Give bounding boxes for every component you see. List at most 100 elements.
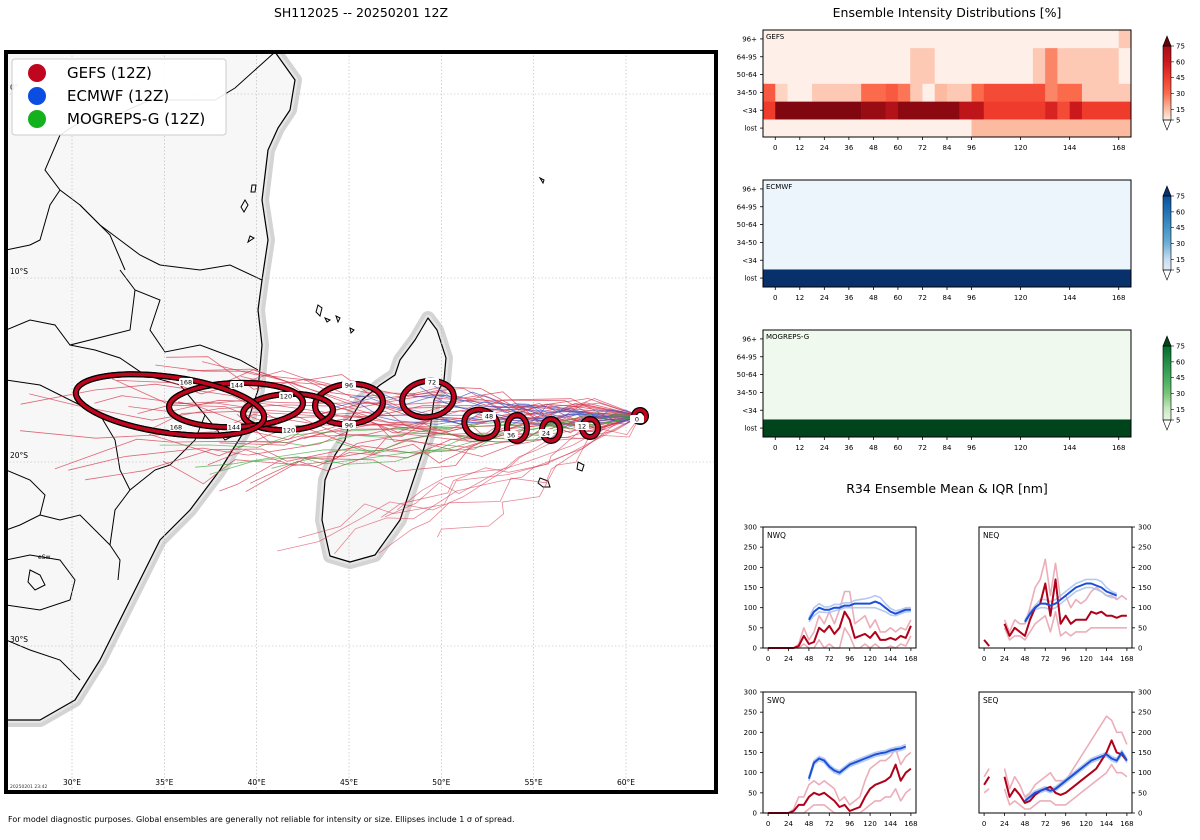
r34-xlabel-1: 24 [1000,820,1009,828]
r34-title: NEQ [983,531,999,540]
r34-xlabel-5: 120 [1079,655,1092,663]
heatmap-cell-36 [763,47,911,66]
colorbar-step-23 [1163,225,1171,228]
heatmap-cell-1 [763,401,1132,420]
r34-series-gefs-iqr-low [983,763,1128,810]
colorbar-step-19 [1163,233,1171,236]
colorbar-label-2: 45 [1176,224,1185,232]
track-ecmwf-5 [349,394,641,417]
colorbar-step-1 [1163,266,1171,269]
colorbar-step-16 [1163,238,1171,241]
track-gefs-south-7 [277,415,641,552]
colorbar-step-6 [1163,257,1171,260]
r34-ylabel-4: 200 [744,564,757,572]
colorbar-step-25 [1163,221,1171,225]
ellipse-label-13: 168 [170,424,182,432]
colorbar-label-2: 45 [1176,374,1185,382]
colorbar-step-27 [1163,368,1171,371]
track-gefs-12 [145,406,641,435]
heatmap-cell-31 [934,65,1034,84]
colorbar-step-18 [1163,84,1171,88]
colorbar-label-0: 75 [1176,43,1185,51]
r34-series-ecmwf-iqr-low [1024,753,1128,804]
colorbar-step-32 [1163,358,1171,362]
r34-series-ecmwf-iqr-high [808,743,907,777]
heatmap-cell-28 [1081,83,1132,102]
heatmap-xlabel-11: 168 [1112,444,1125,452]
colorbar-step-17 [1163,236,1171,239]
legend-box [11,58,227,136]
ellipse-label-bg-11 [227,423,241,431]
heatmap-cell-2 [763,101,776,120]
r34-ylabel-3: 150 [744,584,757,592]
heatmap-xlabel-10: 144 [1063,294,1077,302]
track-ecmwf-1 [428,410,641,426]
ellipse-label-bg-13 [169,423,183,431]
heatmap-ylabel-5: lost [744,275,757,283]
lon-label-5: 55°E [525,778,543,787]
colorbar-step-24 [1163,223,1171,226]
heatmap-ylabel-5: lost [744,425,757,433]
r34-xlabel-7: 168 [1120,820,1133,828]
r34-series-ecmwf-mean [1024,582,1118,623]
r34-series-ecmwf-mean [1024,751,1128,802]
colorbar-step-21 [1163,79,1171,82]
r34-panel-seq: SEQ 0 24 48 72 96 120 144 168 0 50 100 150 200 250 300 [978,689,1151,828]
r34-title: NWQ [767,531,786,540]
heatmap-gefs: GEFS 96+ 64-95 50-64 34-50 <34 lost 0 12 24 36 48 60… [737,29,1185,152]
map-title: SH112025 -- 20250201 12Z [274,5,448,20]
r34-series-ecmwf-iqr-high [808,594,911,619]
ellipse-label-10: 144 [231,382,243,390]
r34-ylabel-3: 150 [1138,749,1151,757]
heatmap-cell-14 [775,83,788,102]
heatmap-ylabel-1: 64-95 [737,353,757,361]
colorbar-step-22 [1163,77,1171,80]
r34-title: SWQ [767,696,785,705]
heatmap-cell-9 [1045,101,1058,120]
heatmap-cell-2 [763,233,1132,252]
r34-xlabel-5: 120 [1079,820,1092,828]
heatmap-title: GEFS [766,33,785,41]
r34-ylabel-0: 0 [1138,810,1142,818]
heatmap-ylabel-2: 50-64 [737,71,758,79]
lat-label-2: 20°S [10,451,28,460]
colorbar-step-29 [1163,214,1171,217]
colorbar-step-18 [1163,234,1171,238]
heatmap-cell-26 [1045,83,1058,102]
colorbar-step-12 [1163,395,1171,399]
ellipse-label-bg-4 [482,412,496,420]
colorbar-step-6 [1163,107,1171,110]
heatmap-cell-20 [910,83,923,102]
colorbar-step-19 [1163,83,1171,86]
ellipse-label-2: 24 [542,430,550,438]
ellipse-label-bg-6 [342,381,356,389]
heatmap-cell-0 [763,119,972,138]
r34-series-ecmwf-iqr-low [808,606,911,623]
heatmap-xlabel-4: 48 [869,294,878,302]
r34-ylabel-6: 300 [744,524,757,532]
colorbar-step-33 [1163,207,1171,210]
heatmap-cell-43 [763,30,1120,49]
heatmap-cell-32 [1032,65,1046,84]
heatmap-ylabel-1: 64-95 [737,203,757,211]
r34-xlabel-6: 144 [1100,820,1114,828]
ellipse-label-3: 36 [507,432,515,440]
heatmap-cell-18 [885,83,899,102]
r34-ylabel-1: 50 [748,789,757,797]
colorbar-step-36 [1163,51,1171,54]
r34-xlabel-4: 96 [845,655,854,663]
colorbar-label-2: 45 [1176,74,1185,82]
heatmap-ylabel-4: <34 [742,107,757,115]
colorbar-frame [1162,45,1172,121]
colorbar-frame [1162,195,1172,271]
heatmap-cell-5 [763,180,1132,199]
heatmap-xlabel-3: 36 [844,444,853,452]
r34-ylabel-6: 300 [1138,524,1151,532]
heatmap-ylabel-0: 96+ [742,335,757,343]
track-gefs-26 [225,369,641,424]
legend-marker-0 [28,64,46,82]
heatmap-cell-35 [1118,65,1132,84]
track-gefs-south-0 [397,415,641,511]
r34-ylabel-5: 250 [1138,709,1151,717]
heatmap-xlabel-0: 0 [773,444,777,452]
